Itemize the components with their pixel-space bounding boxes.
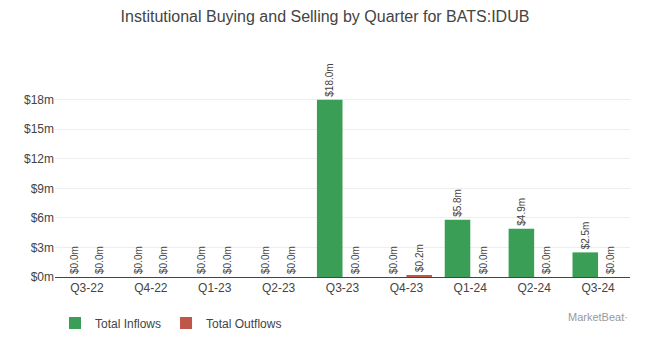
svg-text:Q2-24: Q2-24 — [517, 281, 551, 295]
svg-text:$6m: $6m — [31, 211, 54, 225]
svg-text:$5.8m: $5.8m — [452, 189, 463, 217]
svg-text:Total Inflows: Total Inflows — [95, 317, 161, 331]
svg-text:$0.0m: $0.0m — [260, 246, 271, 274]
svg-text:$3m: $3m — [31, 241, 54, 255]
svg-text:$0.0m: $0.0m — [133, 246, 144, 274]
svg-text:$18m: $18m — [24, 93, 54, 107]
svg-text:$15m: $15m — [24, 122, 54, 136]
svg-text:Q3-24: Q3-24 — [581, 281, 615, 295]
svg-text:$0.2m: $0.2m — [414, 244, 425, 272]
svg-text:Q4-23: Q4-23 — [390, 281, 424, 295]
svg-text:Q1-23: Q1-23 — [198, 281, 232, 295]
svg-text:$12m: $12m — [24, 152, 54, 166]
svg-text:$0.0m: $0.0m — [196, 246, 207, 274]
svg-text:Q4-22: Q4-22 — [134, 281, 168, 295]
svg-text:$18.0m: $18.0m — [324, 63, 335, 96]
svg-text:Total Outflows: Total Outflows — [206, 317, 281, 331]
svg-text:Institutional Buying and Selli: Institutional Buying and Selling by Quar… — [121, 8, 530, 25]
svg-text:$2.5m: $2.5m — [580, 222, 591, 250]
svg-text:Q2-23: Q2-23 — [262, 281, 296, 295]
svg-text:$0.0m: $0.0m — [69, 246, 80, 274]
svg-text:Q3-22: Q3-22 — [70, 281, 104, 295]
svg-text:$4.9m: $4.9m — [516, 198, 527, 226]
svg-text:$0.0m: $0.0m — [541, 246, 552, 274]
svg-text:Q3-23: Q3-23 — [326, 281, 360, 295]
svg-text:$0.0m: $0.0m — [350, 246, 361, 274]
svg-text:$0.0m: $0.0m — [605, 246, 616, 274]
svg-text:$0.0m: $0.0m — [158, 246, 169, 274]
svg-text:$0.0m: $0.0m — [478, 246, 489, 274]
svg-text:$0.0m: $0.0m — [286, 246, 297, 274]
svg-text:$0.0m: $0.0m — [94, 246, 105, 274]
svg-text:$0m: $0m — [31, 270, 54, 284]
svg-text:MarketBeat·: MarketBeat· — [568, 311, 628, 323]
svg-text:Q1-24: Q1-24 — [454, 281, 488, 295]
svg-text:$9m: $9m — [31, 182, 54, 196]
svg-text:$0.0m: $0.0m — [222, 246, 233, 274]
svg-text:$0.0m: $0.0m — [388, 246, 399, 274]
